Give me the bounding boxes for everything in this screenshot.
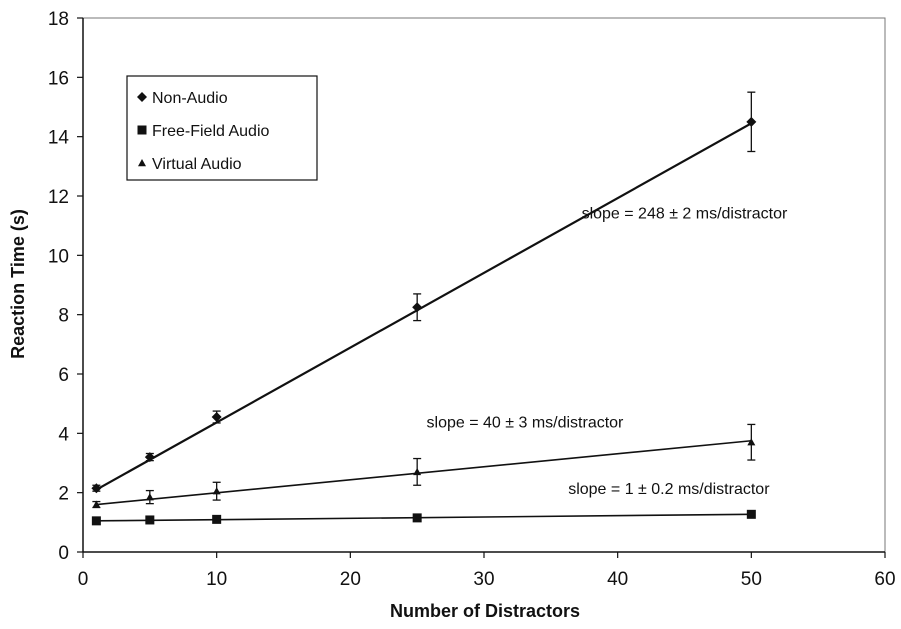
- slope-annotation: slope = 248 ± 2 ms/distractor: [582, 205, 788, 222]
- x-tick-label: 20: [340, 569, 361, 590]
- x-tick-label: 40: [607, 569, 628, 590]
- x-axis-title: Number of Distractors: [390, 601, 580, 621]
- x-tick-label: 10: [206, 569, 227, 590]
- legend-items: Non-Audio Free-Field Audio Virtual Audio: [137, 90, 269, 173]
- x-tick-label: 0: [78, 569, 89, 590]
- x-tick-label: 30: [473, 569, 494, 590]
- y-tick-label: 14: [48, 128, 70, 149]
- annotation-layer: slope = 248 ± 2 ms/distractor slope = 40 …: [427, 205, 788, 498]
- data-point-non-audio: [144, 452, 155, 463]
- data-point-virtual-audio: [413, 467, 422, 476]
- y-tick-label: 12: [48, 187, 69, 208]
- legend-marker-non-audio: [137, 92, 147, 102]
- legend-box: [126, 75, 318, 181]
- data-point-virtual-audio: [212, 487, 221, 495]
- fit-line-non-audio: [95, 122, 752, 491]
- series-non-audio: [91, 91, 757, 494]
- data-point-free-field-audio: [145, 515, 155, 525]
- data-point-non-audio: [211, 412, 222, 423]
- y-tick-label: 8: [58, 306, 69, 327]
- data-point-virtual-audio: [747, 438, 756, 446]
- data-point-free-field-audio: [412, 513, 422, 523]
- legend-label-free-field-audio: Free-Field Audio: [152, 123, 269, 140]
- data-point-free-field-audio: [212, 514, 222, 524]
- series-layer: [91, 91, 757, 526]
- data-point-non-audio: [91, 483, 102, 494]
- data-point-virtual-audio: [145, 493, 154, 501]
- y-tick-label: 18: [48, 9, 69, 30]
- data-point-free-field-audio: [91, 516, 101, 526]
- series-virtual-audio: [92, 423, 756, 509]
- legend-label-virtual-audio: Virtual Audio: [152, 156, 242, 173]
- y-axis-title: Reaction Time (s): [8, 209, 28, 359]
- y-tick-label: 16: [48, 68, 69, 89]
- y-tick-label: 6: [58, 365, 69, 386]
- fit-line-free-field-audio: [96, 513, 752, 522]
- legend-label-non-audio: Non-Audio: [152, 90, 228, 107]
- y-tick-label: 4: [58, 424, 69, 445]
- ticks-layer: 0 2 4 6 8 10 12 14 16 18 0 10 20 30 40 50 60: [48, 9, 896, 590]
- y-tick-label: 0: [58, 543, 69, 564]
- fit-line-virtual-audio: [96, 439, 752, 506]
- slope-annotation: slope = 1 ± 0.2 ms/distractor: [568, 481, 770, 498]
- legend-marker-virtual-audio: [138, 159, 146, 167]
- series-free-field-audio: [91, 509, 756, 526]
- data-point-virtual-audio: [92, 500, 101, 508]
- legend-marker-free-field-audio: [137, 125, 147, 135]
- legend: Non-Audio Free-Field Audio Virtual Audio: [126, 75, 318, 181]
- y-tick-label: 2: [58, 484, 69, 505]
- data-point-non-audio: [412, 302, 423, 313]
- data-point-free-field-audio: [746, 509, 756, 519]
- x-tick-label: 60: [874, 569, 895, 590]
- slope-annotation: slope = 40 ± 3 ms/distractor: [427, 414, 625, 431]
- data-point-non-audio: [746, 116, 757, 127]
- x-tick-label: 50: [741, 569, 762, 590]
- y-tick-label: 10: [48, 246, 69, 267]
